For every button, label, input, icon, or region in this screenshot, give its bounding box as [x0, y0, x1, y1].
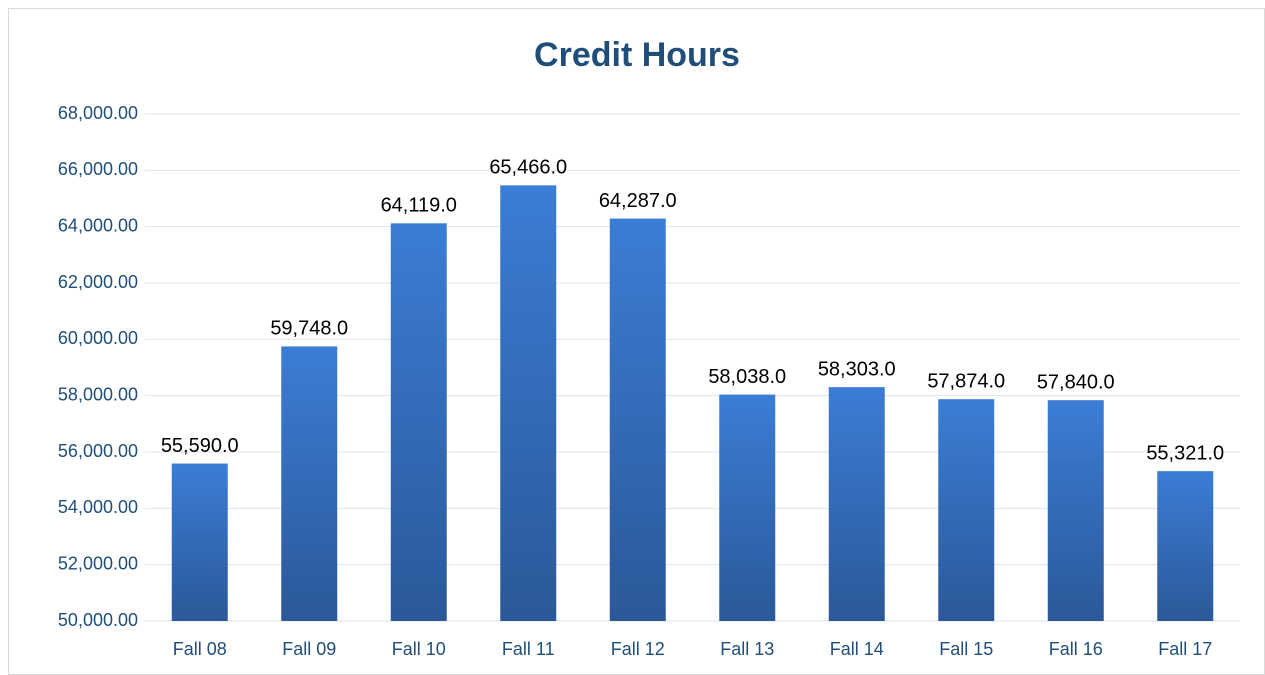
x-tick-label: Fall 16 — [1049, 639, 1103, 659]
y-tick-label: 68,000.00 — [58, 103, 138, 123]
y-tick-label: 52,000.00 — [58, 553, 138, 573]
y-tick-label: 60,000.00 — [58, 328, 138, 348]
chart-title: Credit Hours — [534, 36, 740, 74]
data-label: 58,303.0 — [818, 358, 896, 380]
y-tick-label: 56,000.00 — [58, 441, 138, 461]
bar — [500, 185, 557, 621]
data-label: 55,590.0 — [161, 435, 239, 457]
x-tick-label: Fall 08 — [173, 639, 227, 659]
bar — [390, 223, 447, 622]
x-tick-label: Fall 10 — [392, 639, 446, 659]
data-label: 64,287.0 — [599, 190, 677, 212]
x-tick-label: Fall 11 — [502, 639, 555, 659]
data-label: 57,840.0 — [1037, 371, 1115, 393]
data-label: 59,748.0 — [270, 318, 348, 340]
data-label: 64,119.0 — [381, 195, 457, 217]
x-tick-label: Fall 15 — [939, 639, 993, 659]
y-tick-label: 58,000.00 — [58, 384, 138, 404]
y-tick-label: 54,000.00 — [58, 497, 138, 517]
bar — [171, 463, 228, 621]
x-tick-label: Fall 17 — [1158, 639, 1212, 659]
data-label: 55,321.0 — [1146, 442, 1224, 464]
bar — [609, 218, 666, 622]
y-tick-label: 62,000.00 — [58, 272, 138, 292]
y-tick-label: 66,000.00 — [58, 159, 138, 179]
bar — [938, 399, 995, 621]
bar — [1157, 471, 1214, 621]
x-tick-label: Fall 09 — [282, 639, 336, 659]
data-label: 58,038.0 — [708, 366, 786, 388]
bar — [719, 394, 776, 621]
x-tick-label: Fall 12 — [611, 639, 665, 659]
bar — [1047, 400, 1104, 621]
y-tick-label: 50,000.00 — [58, 610, 138, 630]
data-label: 57,874.0 — [927, 370, 1005, 392]
bar — [281, 346, 338, 621]
data-label: 65,466.0 — [489, 157, 567, 179]
x-tick-label: Fall 13 — [720, 639, 774, 659]
bar — [828, 387, 885, 621]
x-tick-label: Fall 14 — [830, 639, 884, 659]
y-tick-label: 64,000.00 — [58, 215, 138, 235]
